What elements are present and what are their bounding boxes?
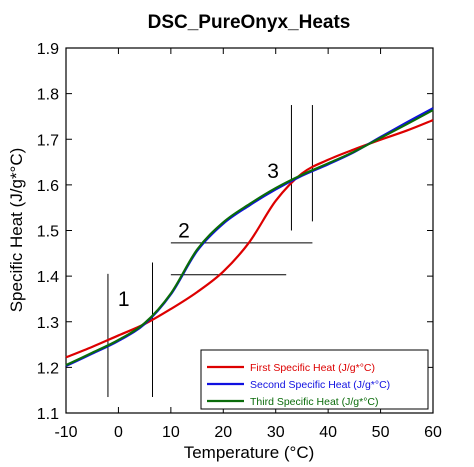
- y-tick-label: 1.7: [37, 132, 59, 149]
- y-tick-label: 1.4: [37, 269, 59, 286]
- reference-lines: [107, 105, 313, 398]
- y-tick-label: 1.3: [37, 315, 59, 332]
- x-axis: -10 0 10 20 30 40 50 60: [54, 48, 442, 441]
- legend-label: First Specific Heat (J/g*°C): [250, 362, 375, 374]
- x-tick-label: 10: [162, 424, 180, 441]
- x-tick-label: 60: [424, 424, 442, 441]
- series-line-1: [65, 119, 434, 359]
- x-tick-label: 50: [372, 424, 390, 441]
- annotation-label: 3: [267, 160, 279, 183]
- x-tick-label: 30: [267, 424, 285, 441]
- y-tick-label: 1.1: [37, 406, 59, 423]
- x-axis-label: Temperature (°C): [184, 443, 315, 462]
- legend-label: Third Specific Heat (J/g*°C): [250, 396, 379, 408]
- annotations: 1 2 3: [118, 160, 279, 311]
- x-tick-label: 20: [214, 424, 232, 441]
- y-axis: 1.1 1.2 1.3 1.4 1.5 1.6 1.7 1.8 1.9: [37, 41, 433, 423]
- y-tick-label: 1.5: [37, 224, 59, 241]
- annotation-label: 2: [178, 219, 190, 242]
- x-tick-label: 0: [114, 424, 123, 441]
- y-axis-label: Specific Heat (J/g*°C): [7, 148, 26, 313]
- legend-label: Second Specific Heat (J/g*°C): [250, 379, 390, 391]
- series-lines: [65, 107, 434, 368]
- series-line-2: [65, 107, 434, 368]
- x-tick-label: -10: [54, 424, 77, 441]
- legend-box: [200, 349, 429, 410]
- chart-title: DSC_PureOnyx_Heats: [148, 12, 351, 33]
- y-tick-label: 1.6: [37, 178, 59, 195]
- y-tick-label: 1.8: [37, 87, 59, 104]
- legend: First Specific Heat (J/g*°C) Second Speci…: [200, 349, 429, 410]
- y-tick-label: 1.2: [37, 360, 59, 377]
- y-tick-label: 1.9: [37, 41, 59, 58]
- x-tick-label: 40: [319, 424, 337, 441]
- series-line-3: [65, 109, 434, 367]
- annotation-label: 1: [118, 288, 130, 311]
